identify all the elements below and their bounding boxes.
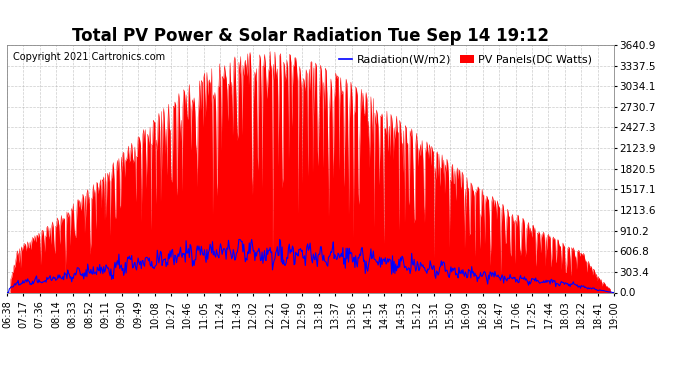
Title: Total PV Power & Solar Radiation Tue Sep 14 19:12: Total PV Power & Solar Radiation Tue Sep… [72,27,549,45]
Text: Copyright 2021 Cartronics.com: Copyright 2021 Cartronics.com [13,53,165,62]
Legend: Radiation(W/m2), PV Panels(DC Watts): Radiation(W/m2), PV Panels(DC Watts) [335,51,596,69]
